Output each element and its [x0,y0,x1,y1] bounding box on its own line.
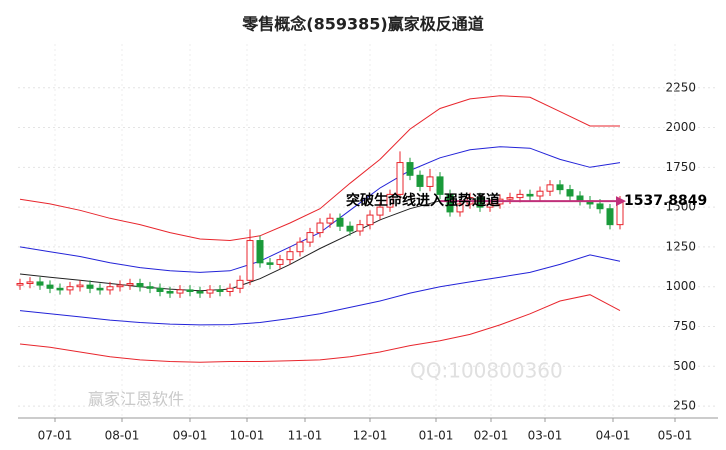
chart-title: 零售概念(859385)赢家极反通道 [241,15,483,34]
candle-body [316,222,324,234]
candle-body [36,281,44,286]
candle-body [86,284,94,289]
candle-body [506,197,514,200]
candle-body [366,214,374,226]
candle-body [596,203,604,210]
x-tick-label: 09-01 [173,429,208,443]
arrow-head [616,196,626,207]
y-tick-label: 1250 [665,239,696,253]
candle-body [166,290,174,294]
candle-body [606,208,614,226]
candle-body [176,289,184,294]
candle-body [76,284,84,288]
candle-body [206,289,214,294]
candle-body [286,251,294,261]
candle-body [106,286,114,291]
watermark: 赢家江恩软件 [88,390,184,409]
candle-body [96,287,104,291]
y-tick-label: 750 [673,319,696,333]
candle-body [406,162,414,176]
channel-line [19,294,621,363]
candle-body [266,262,274,265]
candle-body [416,174,424,187]
candle-body [246,240,254,281]
candle-body [556,184,564,191]
candle-body [136,283,144,288]
candle-body [46,284,54,289]
y-tick-label: 2250 [665,80,696,94]
x-tick-label: 04-01 [596,429,631,443]
x-tick-label: 11-01 [288,429,323,443]
candle-body [446,193,454,213]
y-tick-label: 1500 [665,200,696,214]
watermark: QQ:100800360 [410,359,563,383]
candle-body [346,225,354,232]
candle-body [186,289,194,292]
x-tick-label: 02-01 [474,429,509,443]
candle-body [386,193,394,208]
candle-body [296,241,304,253]
y-tick-label: 250 [673,399,696,413]
candle-body [426,176,434,187]
channel-line [19,95,620,242]
candle-body [216,289,224,292]
candle-body [566,189,574,197]
candle-body [56,287,64,291]
x-tick-label: 12-01 [353,429,388,443]
x-tick-label: 07-01 [38,429,73,443]
candle-body [436,176,444,195]
candle-body [336,217,344,227]
candle-body [66,286,74,291]
y-tick-label: 2000 [665,120,696,134]
candle-body [456,203,464,213]
candle-body [486,203,494,208]
annotation-text: 突破生命线进入强势通道 [346,192,500,209]
x-tick-label: 08-01 [105,429,140,443]
candle-body [226,287,234,292]
candle-body [306,232,314,243]
x-tick-label: 01-01 [419,429,454,443]
candle-body [396,162,404,195]
channel-line [19,254,621,326]
candle-body [526,193,534,197]
candle-body [156,287,164,292]
last-value-label: 1537.8849 [624,193,707,209]
candle-body [516,193,524,199]
y-tick-label: 1000 [665,279,696,293]
candle-body [146,286,154,289]
candle-body [376,206,384,216]
candle-body [196,290,204,294]
candle-body [126,283,134,286]
candle-body [326,217,334,224]
x-tick-label: 05-01 [658,429,693,443]
candle-body [546,184,554,192]
candle-body [26,281,34,285]
candle-body [236,279,244,289]
candle-body [536,190,544,197]
candle-body [356,224,364,232]
x-tick-label: 03-01 [528,429,563,443]
candle-body [256,240,264,264]
candle-body [116,284,124,288]
candle-body [16,283,24,286]
y-tick-label: 500 [673,359,696,373]
x-tick-label: 10-01 [230,429,265,443]
candle-body [576,195,584,202]
candle-body [276,259,284,265]
candle-body [476,197,484,208]
y-tick-label: 1750 [665,160,696,174]
